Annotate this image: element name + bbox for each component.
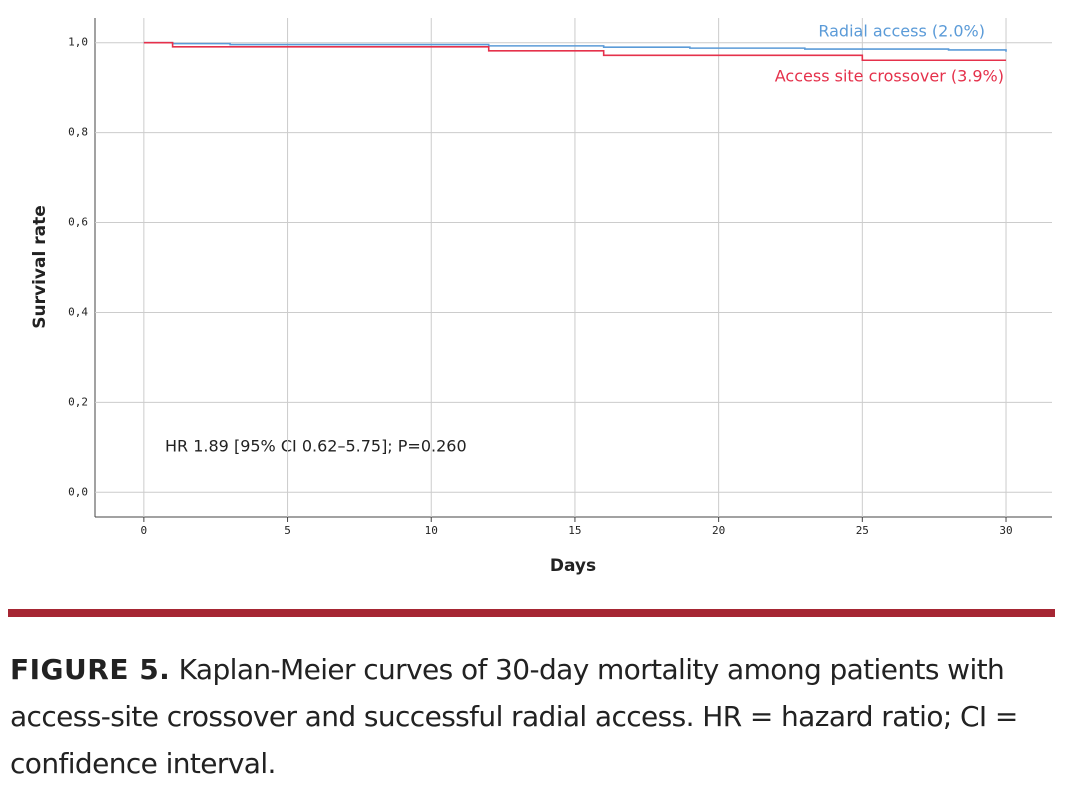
y-tick-label: 0,8 xyxy=(68,126,88,139)
series-label: Access site crossover (3.9%) xyxy=(775,67,1004,86)
x-axis-title: Days xyxy=(550,556,596,576)
survival-curve xyxy=(143,41,1007,62)
caption: FIGURE 5. Kaplan-Meier curves of 30-day … xyxy=(10,646,1060,787)
y-tick-label: 0,4 xyxy=(68,305,88,318)
x-tick-label: 30 xyxy=(999,524,1012,537)
y-tick-label: 0,0 xyxy=(68,485,88,498)
survival-curve xyxy=(143,41,1007,52)
x-tick-label: 25 xyxy=(856,524,869,537)
y-tick-label: 1,0 xyxy=(68,36,88,49)
x-tick-label: 15 xyxy=(568,524,581,537)
caption-text: Kaplan-Meier curves of 30-day mortality … xyxy=(10,653,1018,780)
x-tick-label: 20 xyxy=(712,524,725,537)
x-tick-label: 0 xyxy=(141,524,148,537)
series-label: Radial access (2.0%) xyxy=(818,22,985,41)
y-tick-label: 0,6 xyxy=(68,216,88,229)
y-tick-label: 0,2 xyxy=(68,395,88,408)
y-axis-title: Survival rate xyxy=(30,205,50,328)
caption-label: FIGURE 5. xyxy=(10,653,171,686)
annotation: HR 1.89 [95% CI 0.62–5.75]; P=0.260 xyxy=(165,437,467,456)
x-tick-label: 10 xyxy=(425,524,438,537)
x-tick-label: 5 xyxy=(284,524,291,537)
divider xyxy=(8,609,1055,617)
chart: Survival rate Days HR 1.89 [95% CI 0.62–… xyxy=(30,18,1052,576)
